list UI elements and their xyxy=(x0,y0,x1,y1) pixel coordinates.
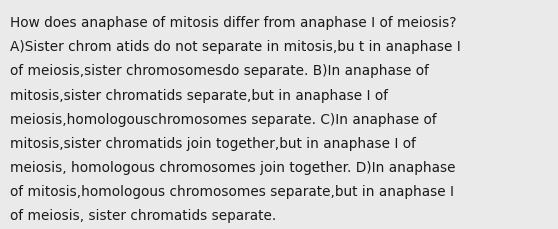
Text: meiosis, homologous chromosomes join together. D)In anaphase: meiosis, homologous chromosomes join tog… xyxy=(10,160,455,174)
Text: mitosis,sister chromatids separate,but in anaphase I of: mitosis,sister chromatids separate,but i… xyxy=(10,88,388,102)
Text: A)Sister chrom atids do not separate in mitosis,bu t in anaphase I: A)Sister chrom atids do not separate in … xyxy=(10,40,461,54)
Text: mitosis,sister chromatids join together,but in anaphase I of: mitosis,sister chromatids join together,… xyxy=(10,136,416,150)
Text: of meiosis, sister chromatids separate.: of meiosis, sister chromatids separate. xyxy=(10,208,276,222)
Text: of mitosis,homologous chromosomes separate,but in anaphase I: of mitosis,homologous chromosomes separa… xyxy=(10,184,454,198)
Text: of meiosis,sister chromosomesdo separate. B)In anaphase of: of meiosis,sister chromosomesdo separate… xyxy=(10,64,429,78)
Text: meiosis,homologouschromosomes separate. C)In anaphase of: meiosis,homologouschromosomes separate. … xyxy=(10,112,437,126)
Text: How does anaphase of mitosis differ from anaphase I of meiosis?: How does anaphase of mitosis differ from… xyxy=(10,16,456,30)
